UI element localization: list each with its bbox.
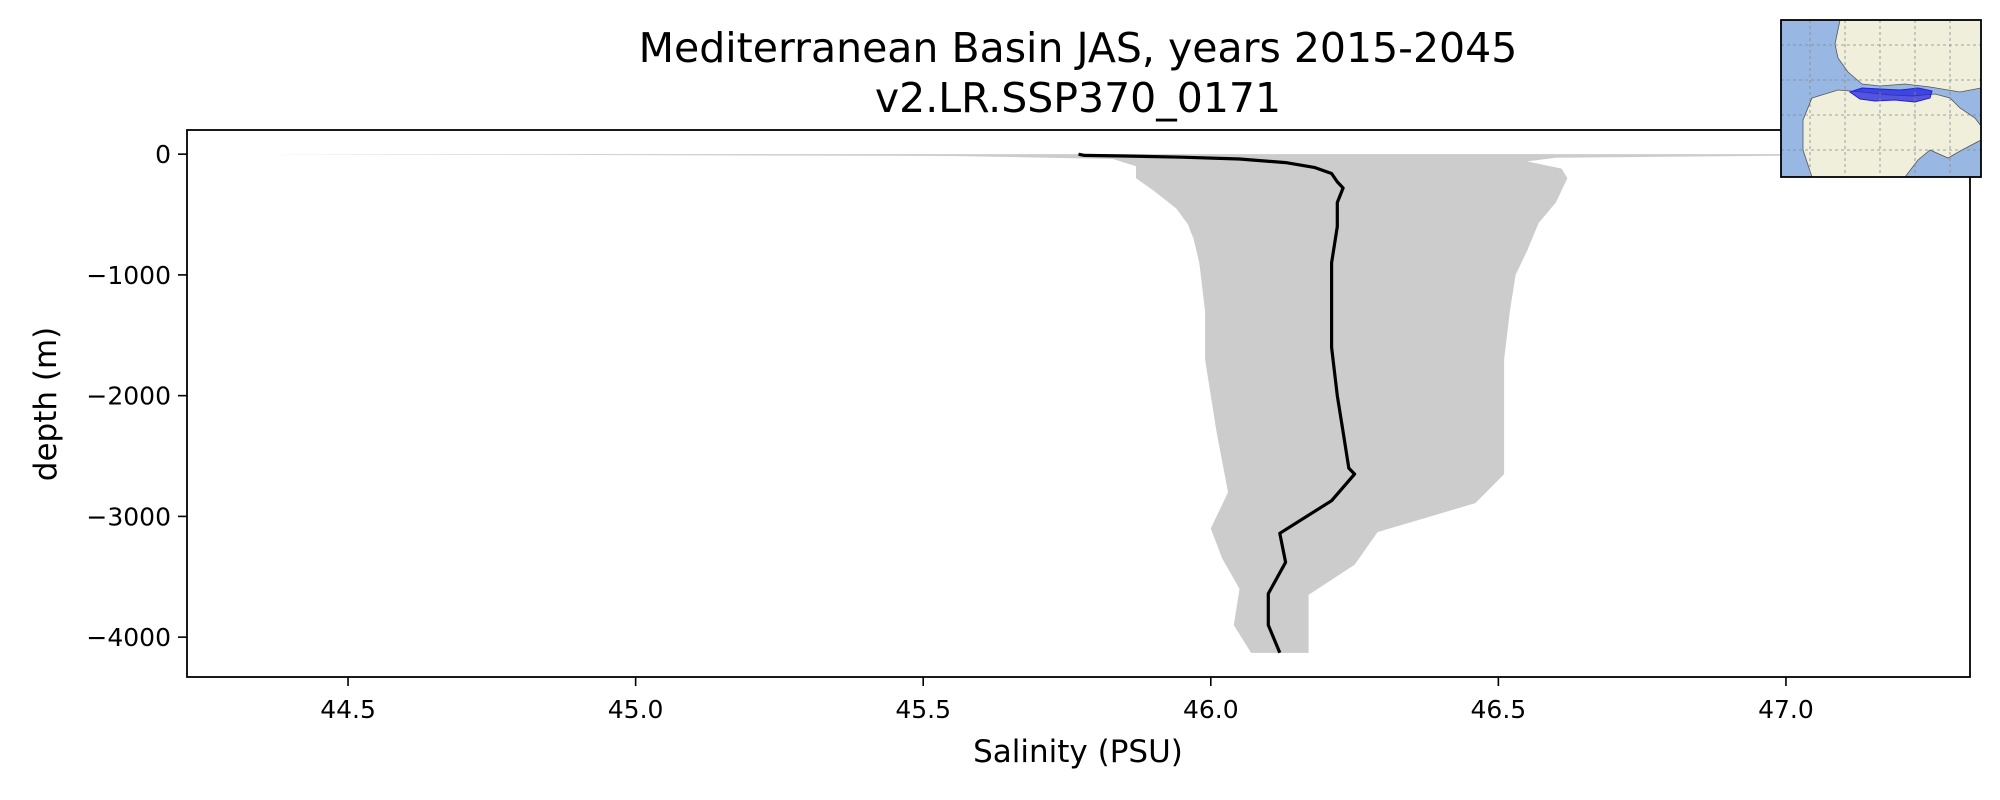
chart-subtitle: v2.LR.SSP370_0171 [875,74,1281,122]
inset-region-map [1780,19,1982,178]
x-tick-label: 45.5 [895,695,951,724]
x-tick-label: 44.5 [320,695,376,724]
inset-land-europe [1834,20,1981,93]
x-tick-label: 46.5 [1471,695,1527,724]
inset-frame [1780,19,1982,178]
y-tick-label: −3000 [86,502,171,531]
x-axis-label: Salinity (PSU) [973,734,1183,770]
axes: 44.5 45.0 45.5 46.0 46.5 47.0 0 −1000 −2000 −3000… [86,129,1971,724]
series-line-0 [1078,152,1357,654]
x-tick-label: 45.0 [608,695,664,724]
plot-area [261,152,1959,654]
y-tick-label: −1000 [86,261,171,290]
inset-region-highlight [1848,87,1933,103]
y-tick-label: 0 [155,140,171,169]
chart-title: Mediterranean Basin JAS, years 2015-2045 [639,24,1518,72]
range-band [261,154,1959,653]
x-tick-label: 46.0 [1183,695,1239,724]
y-tick-label: −4000 [86,623,171,652]
y-tick-label: −2000 [86,382,171,411]
y-axis-label: depth (m) [28,327,64,481]
plot-frame [186,129,1971,678]
x-tick-label: 47.0 [1758,695,1814,724]
inset-map-body [1781,20,1981,177]
